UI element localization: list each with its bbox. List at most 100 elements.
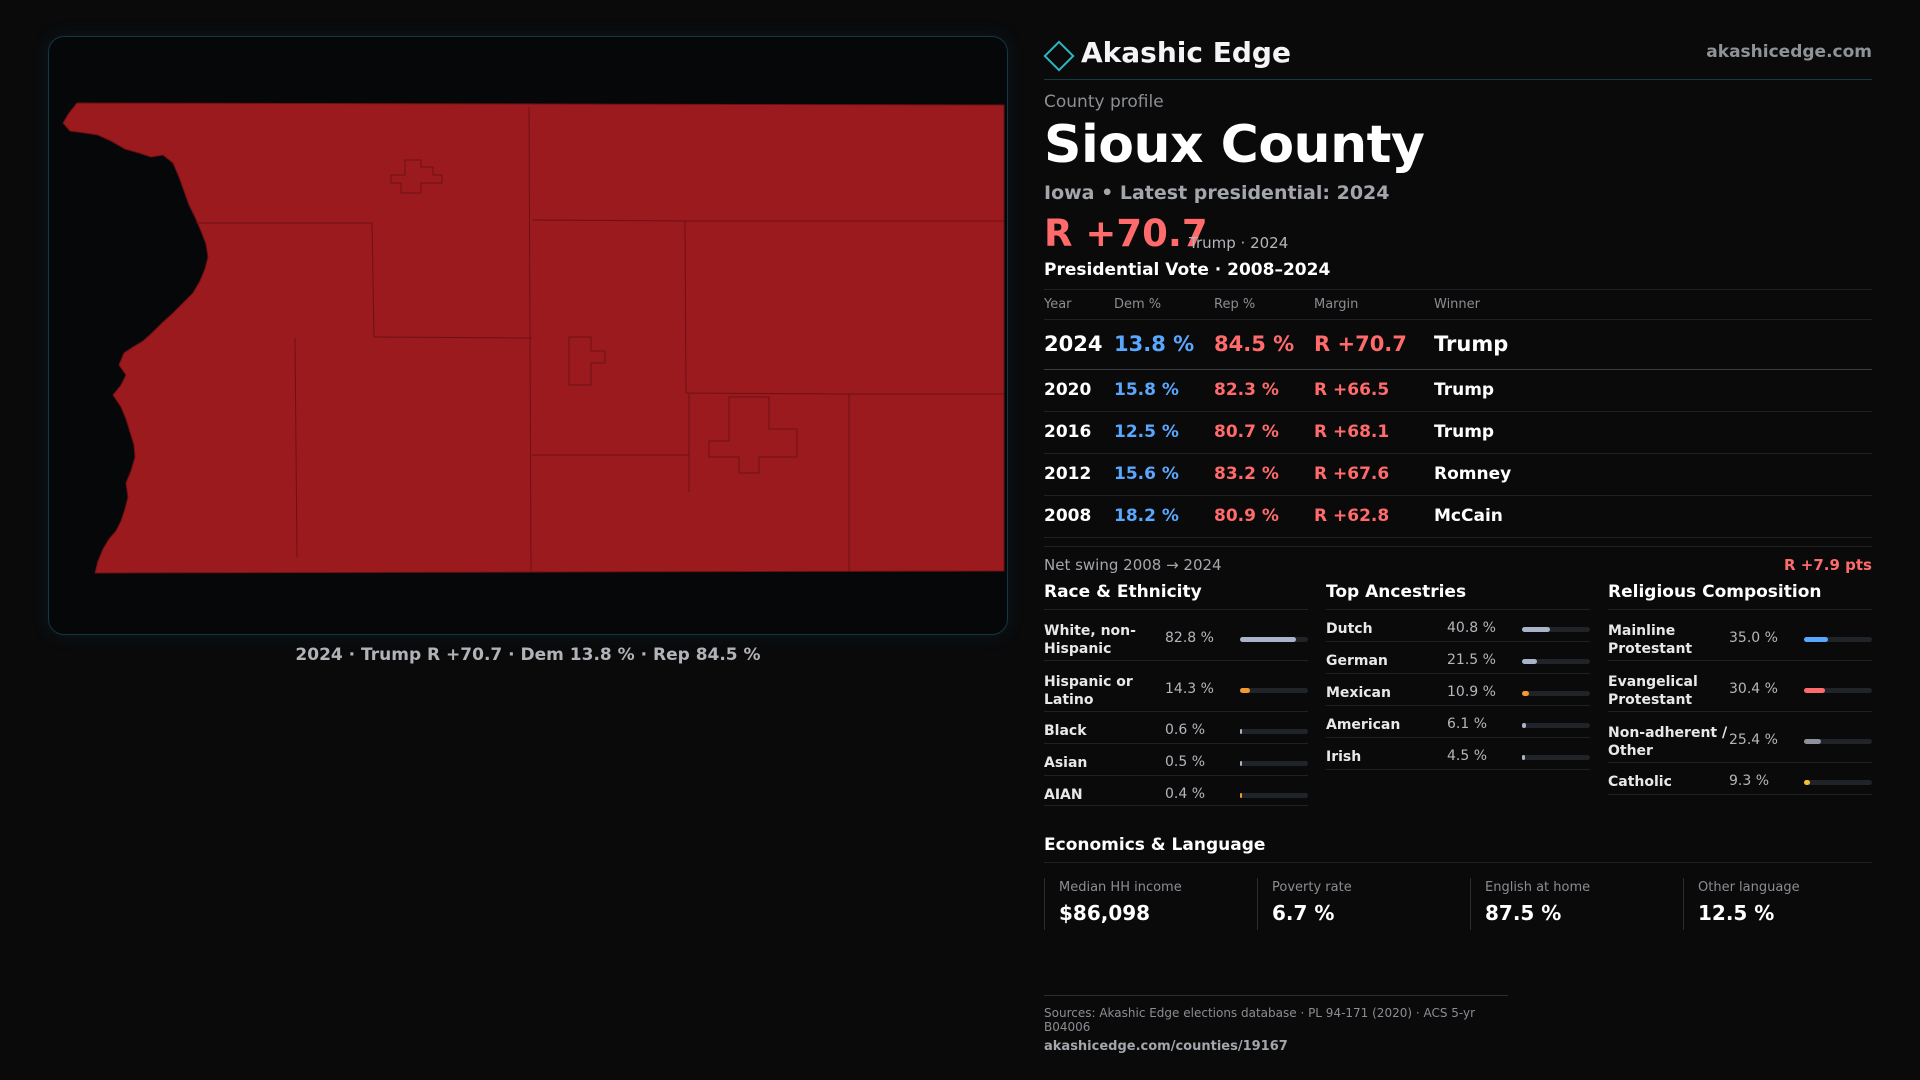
cell-winner: Trump <box>1434 319 1872 370</box>
table-header-row: Year Dem % Rep % Margin Winner <box>1044 289 1872 320</box>
cell-dem: 15.8 % <box>1114 369 1214 412</box>
profile-label: County profile <box>1044 92 1164 112</box>
table-row: 2008 18.2 % 80.9 % R +62.8 McCain <box>1044 495 1872 538</box>
econ-label: Poverty rate <box>1272 879 1352 895</box>
demo-label: German <box>1326 652 1388 669</box>
demo-value: 6.1 % <box>1447 715 1488 732</box>
demo-value: 0.6 % <box>1165 721 1206 738</box>
table-row: 2024 13.8 % 84.5 % R +70.7 Trump <box>1044 319 1872 370</box>
demo-row: Catholic 9.3 % <box>1608 763 1872 795</box>
race-title: Race & Ethnicity <box>1044 582 1308 610</box>
demo-row: Hispanic or Latino 14.3 % <box>1044 661 1308 712</box>
cell-winner: McCain <box>1434 495 1872 538</box>
demo-label: Dutch <box>1326 620 1373 637</box>
demo-value: 0.4 % <box>1165 785 1206 802</box>
cell-rep: 82.3 % <box>1214 369 1314 412</box>
demo-row: Dutch 40.8 % <box>1326 610 1590 642</box>
cell-year: 2008 <box>1044 495 1114 538</box>
cell-year: 2020 <box>1044 369 1114 412</box>
demo-value: 40.8 % <box>1447 619 1496 636</box>
demo-value: 4.5 % <box>1447 747 1488 764</box>
cell-margin: R +70.7 <box>1314 319 1434 370</box>
share-bar-fill <box>1522 754 1526 760</box>
brand-header: Akashic Edge akashicedge.com <box>1043 36 1872 80</box>
share-bar <box>1240 760 1308 766</box>
cell-margin: R +67.6 <box>1314 453 1434 496</box>
table-row: 2012 15.6 % 83.2 % R +67.6 Romney <box>1044 453 1872 496</box>
demo-label: Mainline Protestant <box>1608 622 1693 657</box>
cell-dem: 18.2 % <box>1114 495 1214 538</box>
demo-row: Irish 4.5 % <box>1326 738 1590 770</box>
cell-rep: 83.2 % <box>1214 453 1314 496</box>
share-bar-fill <box>1804 687 1825 693</box>
demo-row: Non-adherent / Other 25.4 % <box>1608 712 1872 763</box>
religion-section: Religious Composition Mainline Protestan… <box>1608 582 1872 795</box>
econ-label: Other language <box>1698 879 1800 895</box>
ancestry-section: Top Ancestries Dutch 40.8 % German 21.5 % Me… <box>1326 582 1590 770</box>
net-swing: Net swing 2008 → 2024 R +7.9 pts <box>1044 545 1872 574</box>
share-bar-fill <box>1522 690 1530 696</box>
swing-value: R +7.9 pts <box>1784 555 1872 574</box>
demo-row: Black 0.6 % <box>1044 712 1308 744</box>
township-lines <box>196 106 1004 572</box>
cell-rep: 80.9 % <box>1214 495 1314 538</box>
cell-year: 2024 <box>1044 319 1114 370</box>
demo-row: Mainline Protestant 35.0 % <box>1608 610 1872 661</box>
share-bar <box>1804 636 1872 642</box>
share-bar <box>1522 690 1590 696</box>
econ-value: 12.5 % <box>1698 900 1775 925</box>
demo-value: 82.8 % <box>1165 629 1214 646</box>
demo-label: Evangelical Protestant <box>1608 673 1698 708</box>
source-url-link[interactable]: akashicedge.com/counties/19167 <box>1044 1039 1288 1054</box>
vote-history-table: Year Dem % Rep % Margin Winner 2024 13.8… <box>1044 288 1872 538</box>
share-bar <box>1804 738 1872 744</box>
share-bar <box>1240 636 1308 642</box>
brand-url-link[interactable]: akashicedge.com <box>1706 42 1872 62</box>
demo-label: Black <box>1044 722 1087 739</box>
sources-footer: Sources: Akashic Edge elections database… <box>1044 995 1508 1054</box>
share-bar <box>1522 754 1590 760</box>
demo-value: 21.5 % <box>1447 651 1496 668</box>
econ-value: 87.5 % <box>1485 900 1562 925</box>
economics-cards: Median HH income $86,098 Poverty rate 6.… <box>1044 877 1872 930</box>
cell-year: 2012 <box>1044 453 1114 496</box>
share-bar-fill <box>1240 792 1242 798</box>
economics-title: Economics & Language <box>1044 835 1872 863</box>
demo-value: 9.3 % <box>1729 772 1770 789</box>
vote-history-title: Presidential Vote · 2008–2024 <box>1044 259 1331 280</box>
demo-label: Asian <box>1044 754 1088 771</box>
demo-label: AIAN <box>1044 786 1083 803</box>
demo-value: 30.4 % <box>1729 680 1778 697</box>
demo-label: Hispanic or Latino <box>1044 673 1133 708</box>
share-bar <box>1522 722 1590 728</box>
margin-meta: Trump · 2024 <box>1189 233 1289 252</box>
cell-winner: Trump <box>1434 369 1872 412</box>
econ-card-income: Median HH income $86,098 <box>1044 877 1257 930</box>
county-shape[interactable] <box>62 102 1005 574</box>
demo-label: Mexican <box>1326 684 1391 701</box>
share-bar-fill <box>1240 728 1242 734</box>
share-bar-fill <box>1240 687 1250 693</box>
col-margin: Margin <box>1314 289 1434 320</box>
demo-value: 10.9 % <box>1447 683 1496 700</box>
col-year: Year <box>1044 289 1114 320</box>
cell-dem: 13.8 % <box>1114 319 1214 370</box>
demo-row: American 6.1 % <box>1326 706 1590 738</box>
cell-margin: R +62.8 <box>1314 495 1434 538</box>
ancestry-title: Top Ancestries <box>1326 582 1590 610</box>
county-title: Sioux County <box>1044 115 1425 175</box>
col-dem: Dem % <box>1114 289 1214 320</box>
share-bar-fill <box>1804 636 1828 642</box>
demo-label: Irish <box>1326 748 1362 765</box>
demo-row: Evangelical Protestant 30.4 % <box>1608 661 1872 712</box>
demo-row: AIAN 0.4 % <box>1044 776 1308 806</box>
share-bar <box>1522 626 1590 632</box>
col-winner: Winner <box>1434 289 1872 320</box>
demo-label: Non-adherent / Other <box>1608 724 1728 759</box>
econ-value: $86,098 <box>1059 900 1151 925</box>
religion-title: Religious Composition <box>1608 582 1872 610</box>
cell-winner: Romney <box>1434 453 1872 496</box>
share-bar <box>1240 687 1308 693</box>
county-map-panel[interactable] <box>48 36 1008 635</box>
cell-year: 2016 <box>1044 411 1114 454</box>
